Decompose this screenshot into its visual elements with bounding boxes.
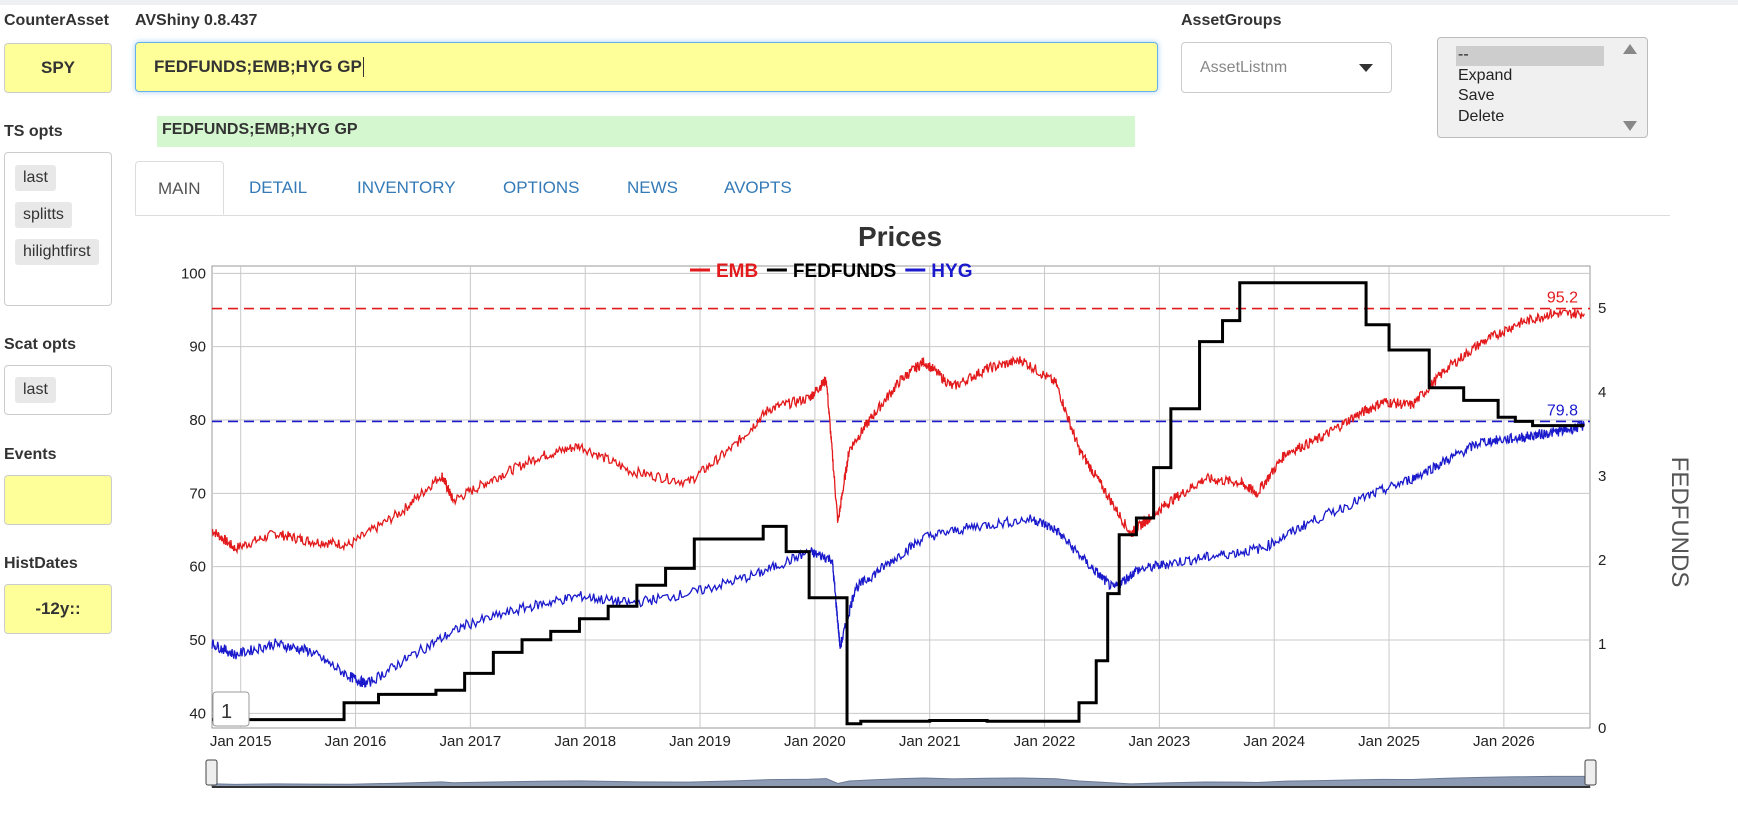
y-tick-label: 50	[189, 632, 206, 649]
x-tick-label: Jan 2023	[1129, 733, 1191, 750]
plot-frame	[211, 265, 1591, 729]
legend-entry: EMB	[716, 261, 758, 282]
range-handle-left[interactable]	[205, 759, 218, 786]
y-tick-label: 90	[189, 339, 206, 356]
reference-lines: 95.2 79.8	[212, 290, 1590, 423]
tab-main[interactable]: MAIN	[135, 161, 224, 215]
y-tick-label: 100	[181, 265, 206, 282]
scroll-down-arrow-icon[interactable]	[1623, 121, 1637, 131]
chart-grid	[211, 265, 1591, 729]
legend-entry: HYG	[931, 261, 972, 282]
counter-asset-input[interactable]: SPY	[4, 43, 112, 93]
y-tick-label: 40	[189, 705, 206, 722]
asset-query-text: FEDFUNDS;EMB;HYG GP	[154, 57, 362, 76]
y2-tick-label: 5	[1598, 300, 1606, 317]
list-option-delete[interactable]: Delete	[1458, 108, 1505, 125]
x-tick-label: Jan 2024	[1243, 733, 1305, 750]
asset-query-input[interactable]: FEDFUNDS;EMB;HYG GP	[135, 42, 1158, 92]
x-tick-label: Jan 2016	[325, 733, 387, 750]
tab-news[interactable]: NEWS	[627, 178, 678, 197]
tab-detail[interactable]: DETAIL	[249, 178, 308, 197]
legend-entry: FEDFUNDS	[793, 261, 896, 282]
tab-bar: MAIN DETAIL INVENTORY OPTIONS NEWS AVOPT…	[135, 161, 1670, 216]
chevron-down-icon[interactable]	[1359, 63, 1373, 72]
x-tick-label: Jan 2020	[784, 733, 846, 750]
y2-tick-label: 0	[1598, 720, 1606, 737]
reference-line-label: 79.8	[1547, 402, 1578, 419]
range-selector-area	[211, 775, 1591, 788]
x-tick-label: Jan 2021	[899, 733, 961, 750]
scat-opt-chip[interactable]: last	[15, 377, 56, 403]
chart-axes: Jan 2015 Jan 2016 Jan 2017 Jan 2018 Jan 2019…	[181, 265, 1606, 750]
list-option-expand[interactable]: Expand	[1458, 67, 1513, 84]
ts-opt-chip[interactable]: splitts	[15, 202, 72, 228]
list-option-none[interactable]: --	[1458, 46, 1469, 63]
counter-asset-label: CounterAsset	[4, 12, 109, 29]
ts-opt-chip[interactable]: hilightfirst	[15, 239, 99, 265]
ts-opts-label: TS opts	[4, 123, 63, 140]
hist-dates-label: HistDates	[4, 555, 78, 572]
tab-avopts[interactable]: AVOPTS	[724, 178, 792, 197]
text-caret	[362, 57, 364, 77]
events-label: Events	[4, 446, 57, 463]
y-tick-label: 60	[189, 559, 206, 576]
scat-opts-label: Scat opts	[4, 336, 77, 353]
window-top-strip	[0, 0, 1738, 5]
series-line-fedfunds	[212, 281, 1585, 726]
tab-options[interactable]: OPTIONS	[503, 178, 580, 197]
y2-axis-label: FEDFUNDS	[1666, 457, 1693, 588]
tab-inventory[interactable]: INVENTORY	[357, 178, 456, 197]
y2-tick-label: 2	[1598, 552, 1606, 569]
series-line-hyg	[211, 420, 1585, 688]
series-line-emb	[211, 307, 1585, 555]
y2-tick-label: 4	[1598, 384, 1606, 401]
app-version-label: AVShiny 0.8.437	[135, 12, 258, 29]
reference-line-label: 95.2	[1547, 290, 1578, 307]
y2-tick-label: 3	[1598, 468, 1606, 485]
list-option-save[interactable]: Save	[1458, 87, 1495, 104]
chart-title: Prices	[858, 221, 942, 252]
x-tick-label: Jan 2015	[210, 733, 272, 750]
x-tick-label: Jan 2025	[1358, 733, 1420, 750]
y-tick-label: 70	[189, 485, 206, 502]
page-indicator: 1	[221, 701, 232, 723]
x-tick-label: Jan 2026	[1473, 733, 1535, 750]
y-tick-label: 80	[189, 412, 206, 429]
y2-tick-label: 1	[1598, 636, 1606, 653]
selected-option-highlight	[1456, 46, 1604, 66]
x-tick-label: Jan 2018	[554, 733, 616, 750]
asset-groups-placeholder: AssetListnm	[1200, 58, 1288, 76]
actions-listbox[interactable]: -- Expand Save Delete	[1437, 37, 1648, 138]
range-selector[interactable]	[205, 759, 1597, 788]
scroll-up-arrow-icon[interactable]	[1623, 44, 1637, 54]
x-tick-label: Jan 2019	[669, 733, 731, 750]
series-lines	[211, 281, 1585, 726]
query-echo: FEDFUNDS;EMB;HYG GP	[157, 116, 1135, 147]
ts-opt-chip[interactable]: last	[15, 165, 56, 191]
x-tick-label: Jan 2022	[1014, 733, 1076, 750]
page-indicator-box[interactable]	[212, 691, 250, 727]
asset-groups-select[interactable]: AssetListnm	[1181, 42, 1392, 93]
hist-dates-input[interactable]: -12y::	[4, 584, 112, 634]
asset-groups-label: AssetGroups	[1181, 12, 1282, 29]
ts-opts-box[interactable]: last splitts hilightfirst	[4, 152, 112, 306]
x-tick-label: Jan 2017	[440, 733, 502, 750]
chart-legend: EMB FEDFUNDS HYG	[690, 261, 972, 282]
events-input[interactable]	[4, 475, 112, 525]
range-handle-right[interactable]	[1584, 759, 1597, 786]
scat-opts-box[interactable]: last	[4, 365, 112, 415]
